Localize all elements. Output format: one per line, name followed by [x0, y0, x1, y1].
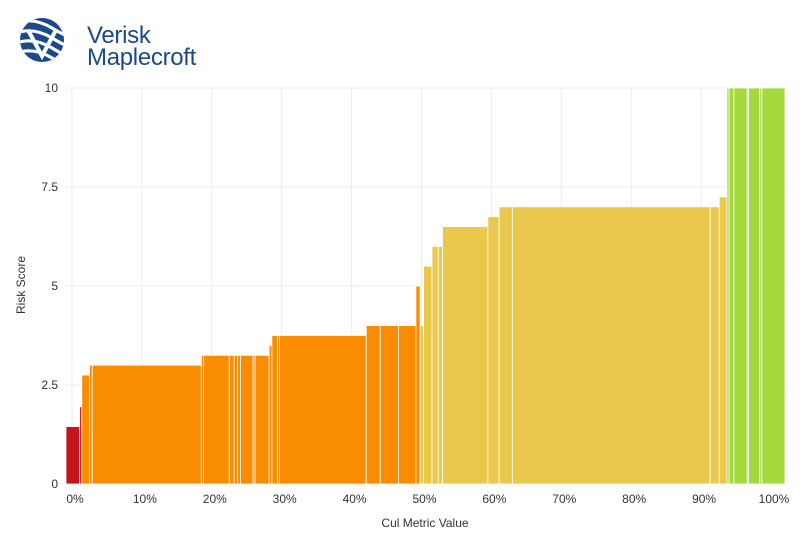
x-axis-title: Cul Metric Value: [381, 516, 468, 530]
bar[interactable]: [487, 216, 500, 485]
bar[interactable]: [240, 354, 254, 485]
bar[interactable]: [709, 206, 720, 485]
x-tick-label: 40%: [343, 492, 367, 506]
bar[interactable]: [268, 344, 273, 485]
bar[interactable]: [442, 226, 489, 485]
bar[interactable]: [365, 325, 381, 485]
x-tick-label: 70%: [552, 492, 576, 506]
bar[interactable]: [761, 87, 786, 485]
bar[interactable]: [271, 335, 278, 485]
bar[interactable]: [237, 354, 241, 485]
y-axis-title: Risk Score: [14, 256, 28, 314]
bars: [65, 87, 786, 485]
y-tick-label: 7.5: [41, 180, 58, 194]
bar[interactable]: [228, 354, 235, 485]
bar[interactable]: [89, 364, 93, 485]
bar[interactable]: [203, 354, 230, 485]
bar[interactable]: [379, 325, 399, 485]
bar[interactable]: [733, 87, 748, 485]
bar[interactable]: [423, 265, 433, 485]
bar[interactable]: [498, 206, 513, 485]
bar[interactable]: [398, 325, 417, 485]
x-tick-label: 30%: [273, 492, 297, 506]
brand-name: Verisk Maplecroft: [87, 22, 197, 71]
x-tick-label: 100%: [759, 492, 790, 506]
x-tick-label: 50%: [412, 492, 436, 506]
bar[interactable]: [254, 354, 270, 485]
bar[interactable]: [718, 196, 728, 485]
bar[interactable]: [728, 87, 735, 485]
bar[interactable]: [431, 245, 439, 485]
x-tick-labels: 0% 10% 20% 30% 40% 50% 60% 70% 80% 90% 100%: [66, 492, 789, 506]
bar[interactable]: [437, 245, 443, 485]
bar[interactable]: [415, 285, 421, 485]
brand-line1: Verisk: [87, 22, 151, 49]
y-tick-labels: 0 2.5 5 7.5 10: [41, 81, 58, 491]
bar[interactable]: [233, 354, 239, 485]
bar[interactable]: [65, 426, 81, 485]
y-tick-label: 10: [45, 81, 59, 95]
brand-line2: Maplecroft: [87, 44, 197, 71]
x-tick-label: 20%: [203, 492, 227, 506]
x-tick-label: 80%: [622, 492, 646, 506]
y-tick-label: 5: [51, 279, 58, 293]
bar[interactable]: [748, 87, 761, 485]
verisk-globe-icon: [20, 18, 64, 62]
bar[interactable]: [279, 335, 367, 485]
y-tick-label: 0: [51, 477, 58, 491]
brand-logo: Verisk Maplecroft: [18, 12, 218, 71]
x-tick-label: 0%: [66, 492, 84, 506]
bar[interactable]: [511, 206, 711, 485]
y-tick-label: 2.5: [41, 378, 58, 392]
bar[interactable]: [419, 325, 424, 485]
bar[interactable]: [81, 374, 90, 485]
bar[interactable]: [91, 364, 202, 485]
x-tick-label: 90%: [692, 492, 716, 506]
x-tick-label: 10%: [133, 492, 157, 506]
x-tick-label: 60%: [482, 492, 506, 506]
